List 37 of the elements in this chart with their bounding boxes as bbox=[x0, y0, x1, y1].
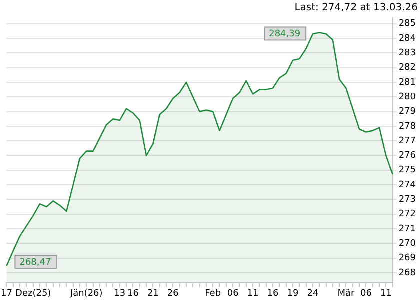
y-tick-label: 270 bbox=[398, 238, 416, 249]
y-tick-label: 268 bbox=[398, 268, 416, 278]
x-tick-label: 16 bbox=[267, 288, 279, 299]
x-tick-label: 26 bbox=[167, 288, 180, 299]
y-tick-label: 277 bbox=[398, 136, 416, 146]
y-tick-label: 281 bbox=[398, 78, 416, 88]
x-tick-label: 21 bbox=[147, 288, 159, 299]
x-tick-label: Mär bbox=[338, 288, 356, 299]
x-tick-label: 06 bbox=[360, 288, 372, 299]
x-tick-label: Dez(25) bbox=[16, 288, 52, 299]
x-tick-label: Jän(26) bbox=[69, 288, 103, 299]
y-tick-label: 282 bbox=[398, 63, 416, 74]
y-tick-label: 275 bbox=[398, 166, 416, 176]
y-tick-label: 280 bbox=[398, 92, 416, 102]
y-tick-label: 271 bbox=[398, 224, 416, 234]
y-tick-label: 279 bbox=[398, 107, 416, 118]
y-tick-label: 285 bbox=[398, 19, 416, 30]
y-tick-label: 272 bbox=[398, 210, 416, 220]
chart-title: Last: 274,72 at 13.03.26 bbox=[294, 2, 418, 14]
y-tick-label: 276 bbox=[398, 151, 416, 162]
x-tick-label: 11 bbox=[380, 288, 392, 299]
y-tick-label: 278 bbox=[398, 122, 416, 132]
x-tick-label: 06 bbox=[227, 288, 240, 299]
annotation: 284,39 bbox=[269, 30, 301, 40]
y-tick-label: 269 bbox=[398, 254, 416, 264]
x-tick-label: 13 bbox=[114, 288, 126, 299]
y-tick-label: 274 bbox=[398, 180, 416, 190]
x-tick-label: 11 bbox=[247, 288, 259, 299]
y-tick-label: 283 bbox=[398, 48, 416, 59]
x-tick-label: 16 bbox=[127, 288, 140, 299]
x-tick-label: 19 bbox=[287, 288, 299, 299]
x-tick-label: Feb bbox=[205, 288, 222, 299]
x-tick-label: 17 bbox=[1, 288, 12, 299]
y-tick-label: 284 bbox=[398, 34, 416, 44]
annotation: 268,47 bbox=[20, 258, 52, 268]
y-tick-label: 273 bbox=[398, 195, 416, 206]
x-tick-label: 24 bbox=[307, 288, 319, 299]
